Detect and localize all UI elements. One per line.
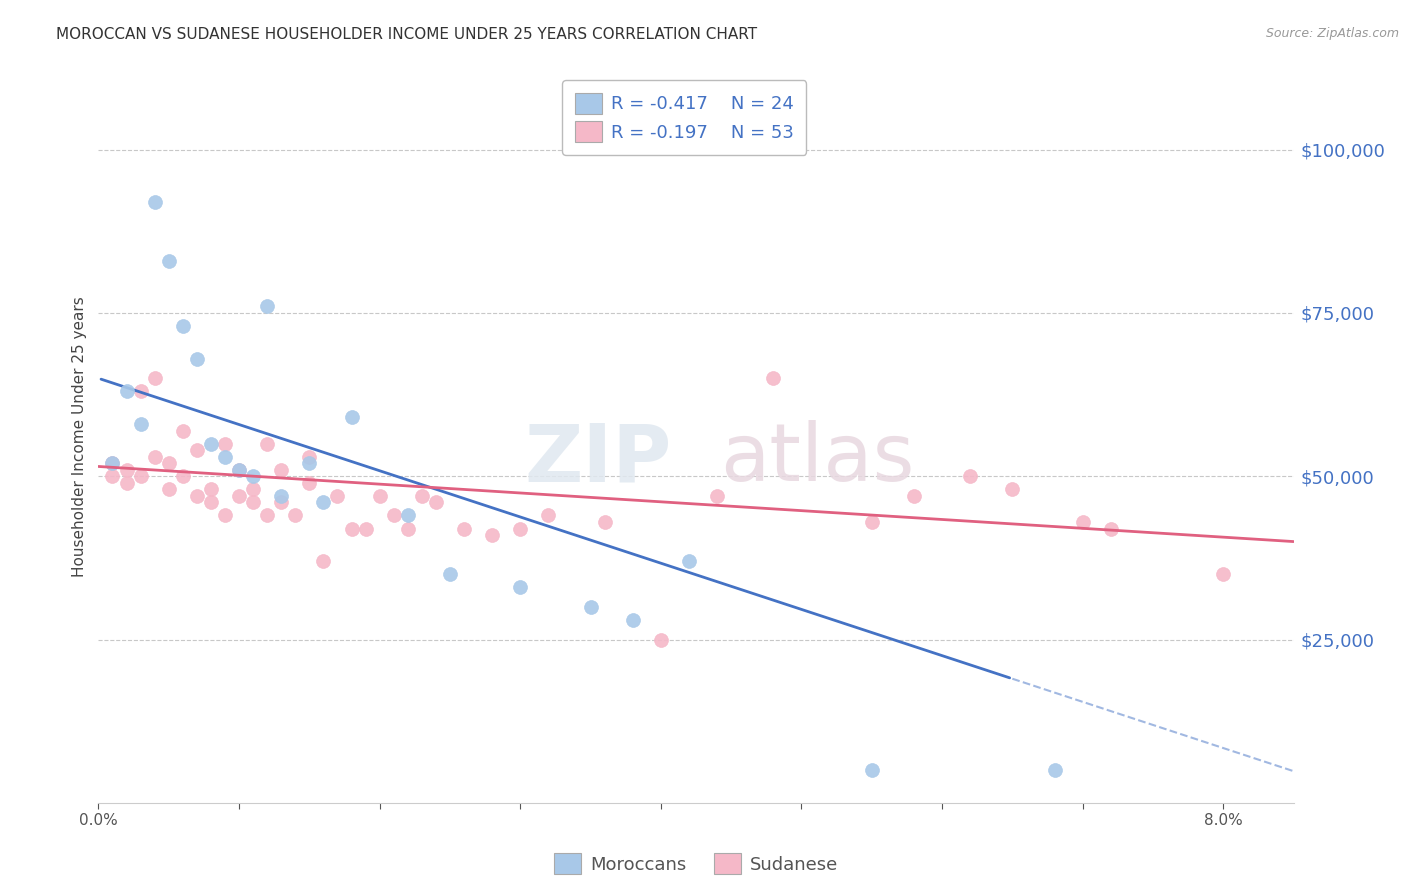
Point bbox=[270, 495, 292, 509]
Point bbox=[214, 450, 236, 464]
Point bbox=[172, 424, 194, 438]
Point bbox=[425, 495, 447, 509]
Point bbox=[242, 495, 264, 509]
Legend: Moroccans, Sudanese: Moroccans, Sudanese bbox=[547, 847, 845, 881]
Point bbox=[228, 463, 250, 477]
Point bbox=[172, 469, 194, 483]
Point bbox=[200, 483, 222, 497]
Point bbox=[1099, 521, 1122, 535]
Point bbox=[298, 475, 321, 490]
Point bbox=[157, 483, 180, 497]
Point bbox=[270, 463, 292, 477]
Point bbox=[340, 410, 363, 425]
Point bbox=[860, 763, 883, 777]
Point bbox=[509, 521, 531, 535]
Point bbox=[439, 567, 461, 582]
Point bbox=[382, 508, 405, 523]
Point bbox=[860, 515, 883, 529]
Point bbox=[157, 253, 180, 268]
Point bbox=[214, 508, 236, 523]
Point bbox=[368, 489, 391, 503]
Text: ZIP: ZIP bbox=[524, 420, 672, 498]
Point bbox=[115, 384, 138, 399]
Point bbox=[242, 483, 264, 497]
Point bbox=[340, 521, 363, 535]
Point bbox=[186, 489, 208, 503]
Point bbox=[354, 521, 377, 535]
Point bbox=[1071, 515, 1094, 529]
Point bbox=[621, 613, 644, 627]
Point bbox=[396, 521, 419, 535]
Point bbox=[1043, 763, 1066, 777]
Point bbox=[453, 521, 475, 535]
Point bbox=[256, 508, 278, 523]
Point bbox=[312, 495, 335, 509]
Point bbox=[762, 371, 785, 385]
Text: Source: ZipAtlas.com: Source: ZipAtlas.com bbox=[1265, 27, 1399, 40]
Point bbox=[186, 351, 208, 366]
Point bbox=[101, 456, 124, 470]
Point bbox=[593, 515, 616, 529]
Point bbox=[101, 456, 124, 470]
Point bbox=[228, 489, 250, 503]
Point bbox=[396, 508, 419, 523]
Point bbox=[101, 469, 124, 483]
Point bbox=[284, 508, 307, 523]
Point bbox=[579, 599, 602, 614]
Point bbox=[509, 580, 531, 594]
Text: atlas: atlas bbox=[720, 420, 914, 498]
Point bbox=[242, 469, 264, 483]
Point bbox=[537, 508, 560, 523]
Point bbox=[129, 417, 152, 431]
Point bbox=[214, 436, 236, 450]
Point bbox=[298, 450, 321, 464]
Point bbox=[706, 489, 728, 503]
Point bbox=[270, 489, 292, 503]
Point bbox=[115, 475, 138, 490]
Point bbox=[228, 463, 250, 477]
Point bbox=[256, 300, 278, 314]
Point bbox=[411, 489, 433, 503]
Point bbox=[143, 194, 166, 209]
Point bbox=[678, 554, 700, 568]
Point bbox=[650, 632, 672, 647]
Point bbox=[200, 436, 222, 450]
Point bbox=[143, 371, 166, 385]
Point bbox=[312, 554, 335, 568]
Point bbox=[115, 463, 138, 477]
Point bbox=[481, 528, 503, 542]
Point bbox=[903, 489, 925, 503]
Point bbox=[298, 456, 321, 470]
Point bbox=[256, 436, 278, 450]
Point bbox=[186, 443, 208, 458]
Point bbox=[959, 469, 981, 483]
Point bbox=[326, 489, 349, 503]
Point bbox=[129, 384, 152, 399]
Point bbox=[143, 450, 166, 464]
Y-axis label: Householder Income Under 25 years: Householder Income Under 25 years bbox=[72, 297, 87, 577]
Point bbox=[1212, 567, 1234, 582]
Point bbox=[200, 495, 222, 509]
Point bbox=[172, 319, 194, 334]
Text: MOROCCAN VS SUDANESE HOUSEHOLDER INCOME UNDER 25 YEARS CORRELATION CHART: MOROCCAN VS SUDANESE HOUSEHOLDER INCOME … bbox=[56, 27, 758, 42]
Point bbox=[1001, 483, 1024, 497]
Point bbox=[157, 456, 180, 470]
Point bbox=[129, 469, 152, 483]
